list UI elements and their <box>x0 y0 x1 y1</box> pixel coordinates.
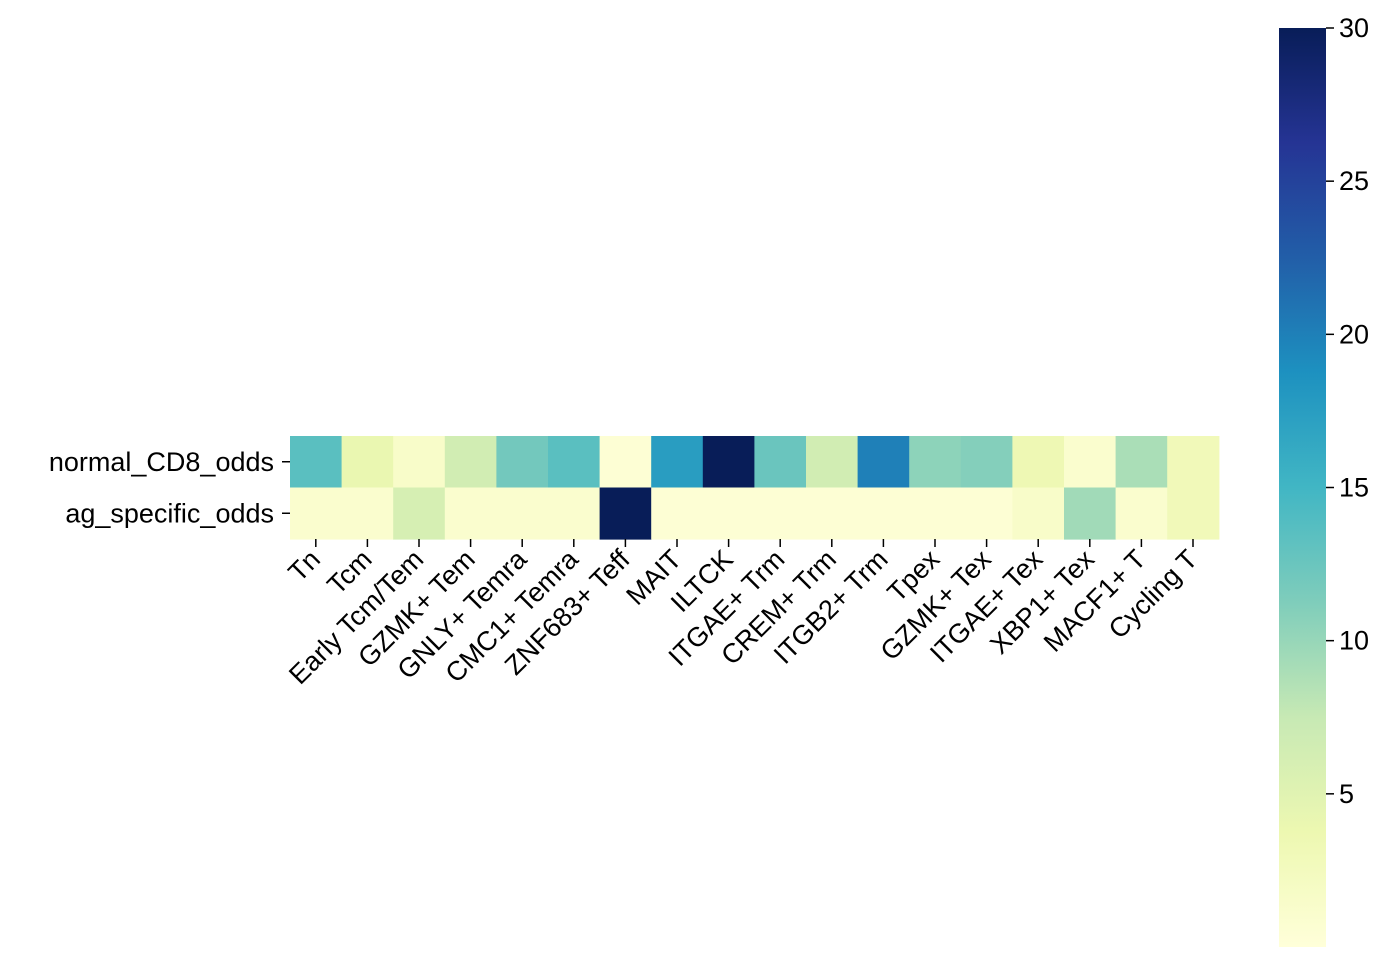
heatmap-cell-0-15 <box>1064 436 1117 489</box>
y-axis-tick-labels: normal_CD8_odds ag_specific_odds <box>49 447 290 528</box>
heatmap-cell-0-17 <box>1167 436 1220 489</box>
heatmap-cell-0-14 <box>1012 436 1065 489</box>
heatmap-cell-1-13 <box>960 487 1013 540</box>
heatmap-cell-0-9 <box>754 436 807 489</box>
heatmap-cell-1-12 <box>909 487 962 540</box>
y-tick-label: ag_specific_odds <box>65 498 274 528</box>
heatmap-cell-0-5 <box>548 436 601 489</box>
heatmap-cell-0-8 <box>702 436 755 489</box>
colorbar-tick-label: 30 <box>1339 13 1369 43</box>
heatmap-cell-0-4 <box>496 436 549 489</box>
heatmap-cells <box>290 436 1220 540</box>
heatmap-cell-0-6 <box>599 436 652 489</box>
heatmap-cell-0-0 <box>290 436 343 489</box>
colorbar-gradient-bar <box>1279 28 1326 947</box>
heatmap-cell-1-9 <box>754 487 807 540</box>
colorbar-ticks: 5 10 15 20 25 30 <box>1326 13 1369 809</box>
heatmap-cell-1-17 <box>1167 487 1220 540</box>
colorbar-tick-label: 15 <box>1339 473 1369 503</box>
heatmap-cell-1-10 <box>806 487 859 540</box>
heatmap-cell-1-8 <box>702 487 755 540</box>
heatmap-cell-0-3 <box>444 436 497 489</box>
heatmap-cell-1-4 <box>496 487 549 540</box>
heatmap-cell-0-12 <box>909 436 962 489</box>
heatmap-cell-1-2 <box>393 487 446 540</box>
heatmap-cell-0-2 <box>393 436 446 489</box>
heatmap-cell-1-16 <box>1115 487 1168 540</box>
colorbar-tick-label: 20 <box>1339 319 1369 349</box>
heatmap-cell-1-5 <box>548 487 601 540</box>
heatmap-cell-0-13 <box>960 436 1013 489</box>
heatmap-cell-1-1 <box>341 487 394 540</box>
heatmap-cell-1-15 <box>1064 487 1117 540</box>
heatmap-cell-1-6 <box>599 487 652 540</box>
colorbar-tick-label: 25 <box>1339 166 1369 196</box>
heatmap-cell-0-10 <box>806 436 859 489</box>
heatmap-cell-0-16 <box>1115 436 1168 489</box>
heatmap-cell-1-7 <box>651 487 704 540</box>
colorbar: 5 10 15 20 25 30 <box>1279 13 1369 947</box>
y-tick-label: normal_CD8_odds <box>49 447 274 477</box>
heatmap-cell-1-11 <box>857 487 910 540</box>
colorbar-tick-label: 10 <box>1339 626 1369 656</box>
heatmap-cell-0-7 <box>651 436 704 489</box>
heatmap-cell-1-3 <box>444 487 497 540</box>
heatmap-cell-1-0 <box>290 487 343 540</box>
heatmap-cell-0-1 <box>341 436 394 489</box>
heatmap-cell-0-11 <box>857 436 910 489</box>
colorbar-tick-label: 5 <box>1339 779 1354 809</box>
heatmap-cell-1-14 <box>1012 487 1065 540</box>
x-tick-label: Tn <box>283 544 326 587</box>
